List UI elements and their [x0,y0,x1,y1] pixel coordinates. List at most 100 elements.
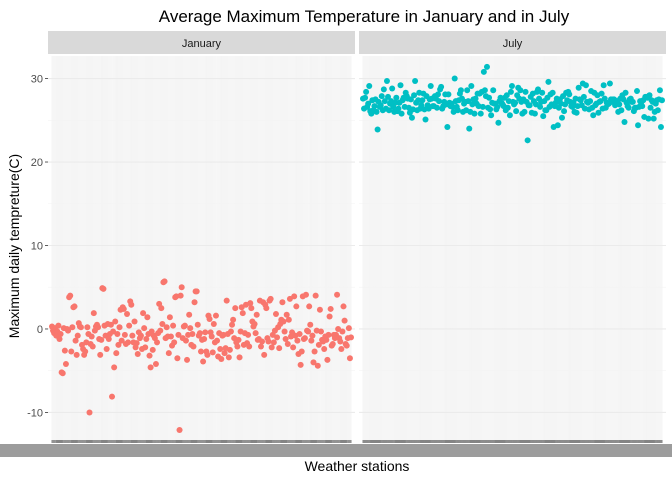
y-tick-label: 0 [37,324,43,336]
data-point [131,318,138,325]
data-point [194,321,201,328]
data-point [386,107,393,114]
data-point [647,104,654,111]
data-point [97,351,104,358]
data-point [149,346,156,353]
data-point [321,346,328,353]
data-point [65,327,72,334]
data-point [133,340,140,347]
data-point [197,348,204,355]
data-point [657,123,664,130]
data-point [339,328,346,335]
data-point [297,361,304,368]
data-point [535,86,542,93]
data-point [171,339,178,346]
data-point [144,314,151,321]
data-point [373,108,380,115]
data-point [444,123,451,130]
data-point [301,335,308,342]
data-point [253,311,260,318]
data-point [341,317,348,324]
data-point [174,355,181,362]
strip-january [48,31,355,54]
data-point [225,354,232,361]
data-point [334,291,341,298]
data-point [506,112,513,119]
data-point [438,83,445,90]
data-point [325,331,332,338]
data-point [464,87,471,94]
data-point [276,345,283,352]
data-point [296,330,303,337]
data-point [629,98,636,105]
data-point [305,328,312,335]
data-point [362,94,369,101]
data-point [415,97,422,104]
x-tick-labels-band [0,444,672,457]
data-point [115,341,122,348]
data-point [202,329,209,336]
data-point [317,328,324,335]
strip-july [359,31,666,54]
data-point [89,343,96,350]
data-point [146,352,153,359]
data-point [147,364,154,371]
data-point [116,324,123,331]
x-ticks-january [51,440,352,443]
data-point [209,349,216,356]
data-point [236,354,243,361]
data-point [204,351,211,358]
data-point [77,324,84,331]
data-point [412,78,419,85]
data-point [113,350,120,357]
data-point [397,82,404,89]
data-point [191,299,198,306]
data-point [134,351,141,358]
panel-january: January [48,31,355,443]
data-point [590,112,597,119]
data-point [307,321,314,328]
strip-label-january: January [182,38,222,50]
data-point [512,99,519,106]
data-point [407,96,414,103]
data-point [98,336,105,343]
data-point [309,332,316,339]
data-point [62,361,69,368]
data-point [129,332,136,339]
y-tick-label: 10 [31,240,43,252]
data-point [345,325,352,332]
y-axis: -10 0 10 20 30 [27,74,48,419]
data-point [100,285,107,292]
data-point [633,88,640,95]
data-point [471,110,478,117]
data-point [103,346,110,353]
data-point [274,334,281,341]
data-point [67,292,74,299]
data-point [165,350,172,357]
data-point [314,362,321,369]
data-point [398,110,405,117]
data-point [227,328,234,335]
data-point [306,303,313,310]
data-point [279,299,286,306]
data-point [486,94,493,101]
data-point [55,322,62,329]
data-point [393,94,400,101]
data-point [480,68,487,75]
data-point [427,83,434,90]
data-point [466,125,473,132]
data-point [340,303,347,310]
data-point [61,347,68,354]
data-point [490,87,497,94]
data-point [531,110,538,117]
data-point [411,92,418,99]
data-point [650,115,657,122]
data-point [234,343,241,350]
data-point [477,110,484,117]
data-point [472,95,479,102]
data-point [154,339,161,346]
data-point [573,109,580,116]
data-point [483,63,490,70]
data-point [177,292,184,299]
data-point [575,84,582,91]
